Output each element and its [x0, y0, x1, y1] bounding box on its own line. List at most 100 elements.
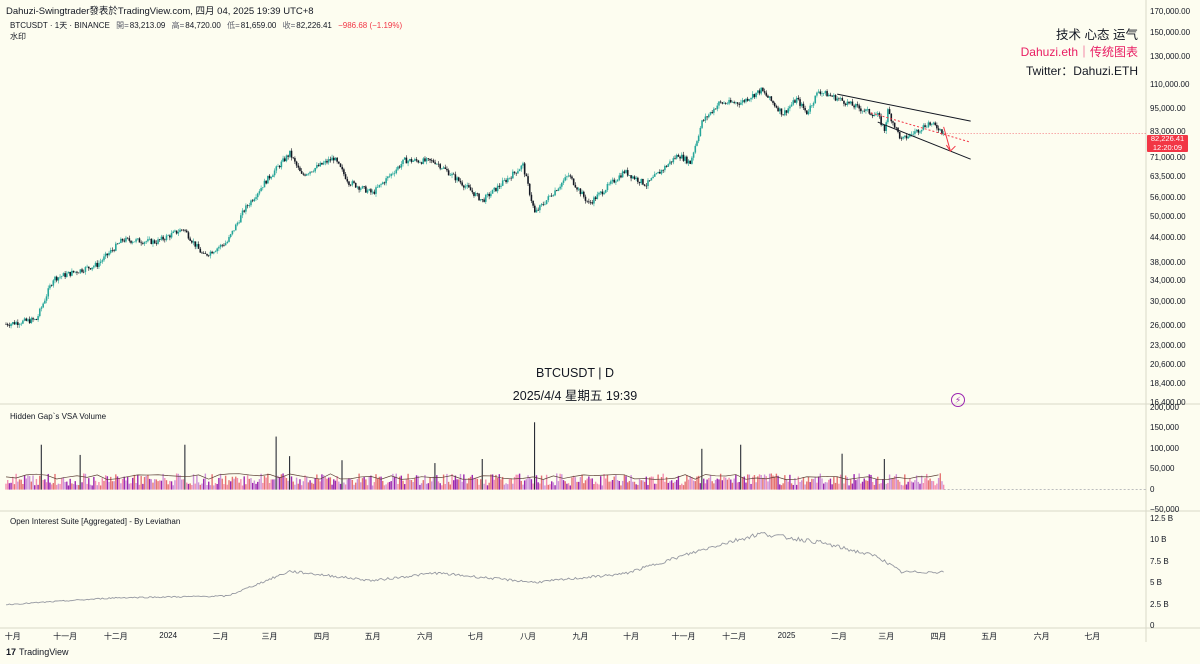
candle-down	[194, 241, 197, 247]
candle-down	[169, 235, 171, 238]
oi-axis-tick: 0	[1150, 621, 1155, 630]
candle-down	[804, 108, 806, 111]
candle-down	[893, 122, 896, 128]
candle-up	[787, 108, 790, 113]
volume-bar	[517, 474, 519, 490]
candle-up	[701, 120, 703, 128]
volume-bar	[498, 474, 501, 490]
volume-bar	[562, 480, 565, 490]
volume-bar	[346, 479, 348, 490]
volume-bar	[206, 485, 208, 490]
volume-bar	[586, 478, 588, 490]
candle-up	[22, 320, 24, 324]
symbol-legend[interactable]: BTCUSDT · 1天 · BINANCE	[10, 21, 110, 30]
volume-bar	[574, 477, 577, 490]
candle-up	[485, 194, 487, 202]
bar-countdown: 12:20:09	[1152, 142, 1183, 152]
volume-bar	[552, 482, 555, 490]
volume-bar	[740, 444, 742, 490]
volume-bar	[251, 482, 254, 490]
projection-arrow-line	[943, 126, 951, 152]
lightning-icon[interactable]: ⚡	[951, 393, 965, 407]
watermark-indicator-label[interactable]: 水印	[10, 32, 26, 41]
volume-bar	[829, 478, 832, 490]
candle-down	[206, 253, 208, 256]
candle-up	[760, 87, 762, 94]
volume-bar	[919, 483, 921, 490]
volume-bar	[353, 484, 355, 490]
volume-bar	[828, 479, 830, 490]
candle-up	[757, 90, 759, 93]
candle-up	[238, 222, 240, 224]
candle-up	[500, 185, 502, 187]
volume-bar	[650, 476, 653, 490]
volume-bar	[463, 474, 465, 490]
volume-bar	[471, 474, 473, 490]
volume-bar	[336, 476, 338, 490]
candle-up	[253, 198, 256, 202]
candle-up	[94, 262, 97, 267]
change-value: −986.68 (−1.19%)	[338, 21, 403, 30]
volume-bar	[490, 474, 492, 490]
volume-bar	[57, 483, 60, 490]
volume-bar	[924, 478, 926, 490]
volume-bar	[817, 476, 820, 490]
candle-down	[76, 271, 78, 273]
volume-bar	[99, 485, 102, 490]
candle-up	[192, 241, 195, 243]
candle-down	[853, 105, 855, 108]
time-axis-tick: 六月	[1033, 632, 1050, 641]
candle-down	[569, 175, 572, 177]
candle-down	[184, 229, 186, 231]
candle-up	[108, 252, 110, 256]
volume-pane-title[interactable]: Hidden Gap`s VSA Volume	[10, 412, 107, 421]
volume-bar	[409, 479, 411, 490]
candle-up	[807, 111, 810, 115]
candle-up	[456, 177, 458, 181]
volume-bar	[621, 480, 624, 490]
candle-down	[643, 184, 646, 186]
candle-up	[408, 159, 411, 161]
candle-down	[620, 175, 622, 178]
volume-bar	[510, 478, 512, 490]
candle-down	[294, 158, 296, 162]
volume-bar	[77, 485, 80, 490]
candle-up	[564, 177, 567, 181]
volume-bar	[91, 485, 93, 490]
volume-bar	[147, 474, 149, 490]
oi-pane-title[interactable]: Open Interest Suite [Aggregated] - By Le…	[10, 517, 181, 526]
candle-down	[162, 236, 164, 240]
candle-up	[640, 178, 643, 184]
candle-up	[62, 273, 65, 277]
volume-bar	[716, 478, 718, 490]
candle-up	[598, 192, 600, 195]
candle-down	[659, 171, 661, 174]
candle-up	[37, 316, 39, 320]
volume-bar	[202, 478, 205, 490]
candle-up	[60, 276, 63, 277]
candle-down	[711, 112, 713, 113]
candle-down	[895, 127, 898, 129]
candle-down	[848, 101, 850, 104]
candle-down	[638, 181, 641, 184]
candle-up	[827, 94, 830, 97]
candle-down	[515, 172, 518, 174]
close-value: 82,226.41	[296, 21, 332, 30]
volume-bar	[851, 483, 854, 490]
candle-down	[72, 270, 75, 273]
time-axis-tick: 四月	[930, 632, 947, 641]
candle-down	[223, 245, 225, 246]
volume-bar	[425, 483, 428, 490]
candle-down	[648, 180, 651, 181]
volume-bar	[746, 474, 749, 490]
volume-bar	[182, 479, 185, 490]
volume-bar	[598, 484, 600, 490]
volume-bar	[584, 480, 587, 490]
volume-bar	[331, 484, 333, 490]
volume-bar	[861, 481, 864, 490]
candle-up	[557, 188, 560, 191]
volume-bar	[669, 481, 671, 490]
candle-down	[89, 268, 92, 270]
candle-up	[635, 177, 637, 180]
